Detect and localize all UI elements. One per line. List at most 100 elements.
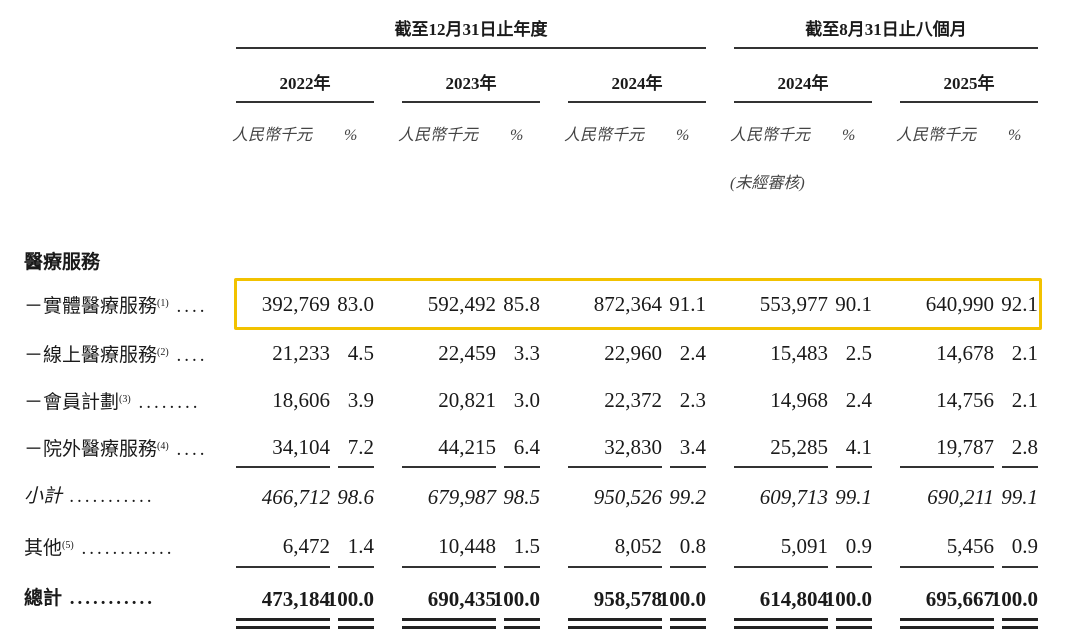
cell-percent: 90.1 <box>835 292 872 316</box>
total-double-rule <box>504 626 540 629</box>
cell-amount: 14,756 <box>936 388 994 412</box>
total-rule <box>568 566 662 568</box>
total-double-rule <box>836 618 872 621</box>
unit-header-pct: % <box>344 127 358 144</box>
total-rule <box>836 566 872 568</box>
cell-amount: 473,184 <box>261 587 330 611</box>
leader-dots: ........... <box>62 486 156 507</box>
total-double-rule <box>670 618 706 621</box>
subtotal-rule <box>236 466 330 468</box>
year-header-rule <box>734 101 872 103</box>
total-double-rule <box>734 626 828 629</box>
cell-percent: 4.1 <box>845 435 872 459</box>
year-header: 2024年 <box>611 74 663 93</box>
subtotal-rule <box>670 466 706 468</box>
cell-amount: 15,483 <box>770 341 828 365</box>
cell-amount: 695,667 <box>925 587 994 611</box>
cell-amount: 609,713 <box>759 485 828 509</box>
year-header-rule <box>236 101 374 103</box>
row-label-text: 其他 <box>24 538 63 559</box>
total-rule <box>1002 566 1038 568</box>
total-double-rule <box>734 618 828 621</box>
cell-percent: 2.4 <box>845 388 872 412</box>
cell-amount: 679,987 <box>427 485 496 509</box>
leader-dots: ........ <box>130 392 201 413</box>
cell-percent: 0.9 <box>845 534 872 558</box>
unit-header-rmb: 人民幣千元 <box>398 127 479 144</box>
cell-percent: 3.3 <box>513 341 540 365</box>
subtotal-rule <box>338 466 374 468</box>
total-double-rule <box>836 626 872 629</box>
total-double-rule <box>236 626 330 629</box>
cell-percent: 98.5 <box>503 485 540 509</box>
cell-amount: 14,968 <box>770 388 828 412</box>
header-group-fiscal-year-rule <box>236 47 706 49</box>
subtotal-rule <box>402 466 496 468</box>
unit-header-rmb: 人民幣千元 <box>730 127 811 144</box>
cell-percent: 2.1 <box>1011 388 1038 412</box>
cell-percent: 98.6 <box>337 485 374 509</box>
year-header: 2023年 <box>445 74 497 93</box>
total-double-rule <box>338 626 374 629</box>
cell-amount: 22,459 <box>438 341 496 365</box>
total-rule <box>402 566 496 568</box>
cell-percent: 99.2 <box>669 485 706 509</box>
cell-percent: 3.0 <box>513 388 540 412</box>
cell-percent: 3.4 <box>679 435 706 459</box>
leader-dots: .... <box>168 345 208 366</box>
cell-percent: 83.0 <box>337 292 374 316</box>
cell-percent: 100.0 <box>326 587 374 611</box>
total-rule <box>236 566 330 568</box>
cell-percent: 100.0 <box>824 587 872 611</box>
total-double-rule <box>670 626 706 629</box>
cell-amount: 466,712 <box>261 485 330 509</box>
cell-amount: 614,804 <box>759 587 828 611</box>
unit-header-pct: % <box>676 127 690 144</box>
cell-amount: 950,526 <box>593 485 662 509</box>
cell-amount: 22,372 <box>604 388 662 412</box>
unit-header-pct: % <box>1008 127 1022 144</box>
cell-amount: 20,821 <box>438 388 496 412</box>
total-double-rule <box>338 618 374 621</box>
cell-percent: 4.5 <box>347 341 374 365</box>
cell-amount: 872,364 <box>593 292 662 316</box>
cell-percent: 3.9 <box>347 388 374 412</box>
cell-amount: 32,830 <box>604 435 662 459</box>
subtotal-rule <box>1002 466 1038 468</box>
year-header-rule <box>900 101 1038 103</box>
cell-percent: 2.3 <box>679 388 706 412</box>
subtotal-rule <box>900 466 994 468</box>
cell-amount: 19,787 <box>936 435 994 459</box>
row-label: 總計 ........... <box>24 586 155 612</box>
row-label: －院外醫療服務(4) .... <box>24 434 207 463</box>
cell-amount: 592,492 <box>427 292 496 316</box>
leader-dots: .... <box>168 296 208 317</box>
cell-percent: 6.4 <box>513 435 540 459</box>
unit-header-rmb: 人民幣千元 <box>896 127 977 144</box>
cell-amount: 14,678 <box>936 341 994 365</box>
cell-amount: 44,215 <box>438 435 496 459</box>
cell-amount: 25,285 <box>770 435 828 459</box>
total-double-rule <box>568 626 662 629</box>
cell-percent: 2.4 <box>679 341 706 365</box>
total-double-rule <box>568 618 662 621</box>
row-label: －實體醫療服務(1) .... <box>24 291 207 320</box>
cell-percent: 0.9 <box>1011 534 1038 558</box>
total-rule <box>734 566 828 568</box>
total-double-rule <box>236 618 330 621</box>
cell-percent: 85.8 <box>503 292 540 316</box>
cell-percent: 2.8 <box>1011 435 1038 459</box>
cell-percent: 99.1 <box>835 485 872 509</box>
row-label-text: －院外醫療服務 <box>24 439 158 460</box>
row-highlight-box <box>234 278 1042 330</box>
row-label: 小計 ........... <box>24 484 155 510</box>
leader-dots: ............ <box>73 538 175 559</box>
unit-header-pct: % <box>842 127 856 144</box>
row-label-text: 小計 <box>24 486 63 507</box>
row-label-text: －線上醫療服務 <box>24 345 158 366</box>
row-label-text: 總計 <box>24 588 63 609</box>
cell-amount: 10,448 <box>438 534 496 558</box>
cell-percent: 100.0 <box>658 587 706 611</box>
cell-amount: 34,104 <box>272 435 330 459</box>
total-double-rule <box>402 618 496 621</box>
